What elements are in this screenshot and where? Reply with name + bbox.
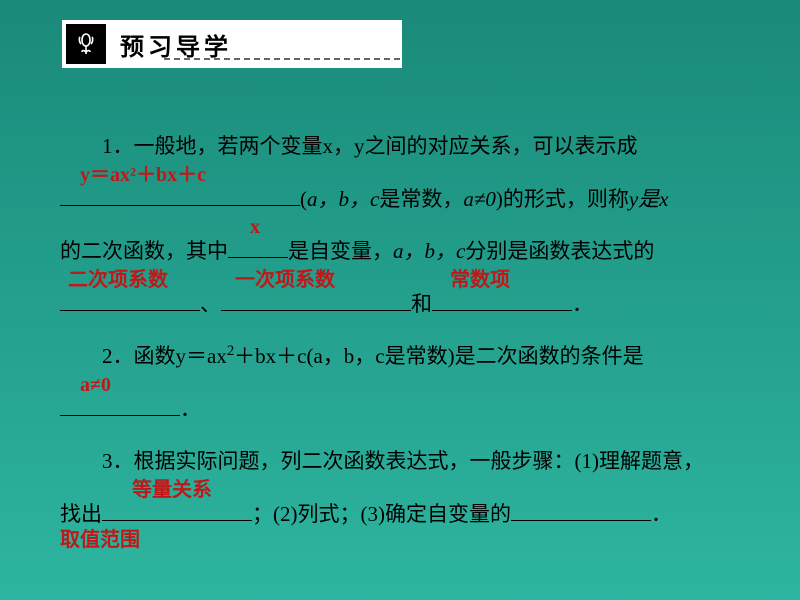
answer-range: 取值范围 — [60, 515, 140, 565]
blank-condition — [60, 390, 180, 415]
answer-coef2: 二次项系数 — [68, 255, 168, 305]
q1-yisx: y是x — [629, 187, 669, 211]
question-1: 1．一般地，若两个变量x，y之间的对应关系，可以表示成 (a，b，c是常数，a≠… — [60, 120, 750, 330]
answer-ivar: x — [250, 202, 260, 252]
answer-formula: y＝ax²＋bx＋c — [80, 150, 206, 200]
answer-relation: 等量关系 — [132, 465, 212, 515]
section-header: 预习导学 — [62, 20, 402, 68]
q1-sep1: 、 — [200, 292, 221, 316]
q1-const-txt: 是常数， — [379, 187, 463, 211]
q1-paren-open: ( — [300, 187, 307, 211]
question-2: 2．函数y＝ax2＋bx＋c(a，b，c是常数)是二次函数的条件是 ． a≠0 — [60, 330, 750, 435]
q1-abc: a，b，c — [307, 187, 379, 211]
q3-period: ． — [651, 502, 672, 526]
q2-textb: ＋bx＋c(a，b，c是常数)是二次函数的条件是 — [234, 344, 643, 368]
q1-period: ． — [572, 292, 593, 316]
tulip-icon-svg — [72, 30, 100, 58]
section-title: 预习导学 — [120, 27, 232, 62]
q3-textc: ；(2)列式；(3)确定自变量的 — [252, 502, 511, 526]
answer-const: 常数项 — [450, 255, 510, 305]
question-3: 3．根据实际问题，列二次函数表达式，一般步骤：(1)理解题意， 找出；(2)列式… — [60, 435, 750, 540]
q2-texta: 2．函数y＝ax — [102, 344, 227, 368]
q1-sep2: 和 — [411, 292, 432, 316]
answer-condition: a≠0 — [80, 360, 111, 410]
tulip-icon — [66, 24, 106, 64]
blank-range — [511, 495, 651, 520]
answer-coef1: 一次项系数 — [235, 255, 335, 305]
header-underline — [164, 58, 400, 60]
content-area: 1．一般地，若两个变量x，y之间的对应关系，可以表示成 (a，b，c是常数，a≠… — [60, 120, 750, 540]
q1-ane0: a≠0 — [463, 187, 496, 211]
q1-form-tail: )的形式，则称 — [496, 187, 629, 211]
q2-period: ． — [180, 397, 201, 421]
